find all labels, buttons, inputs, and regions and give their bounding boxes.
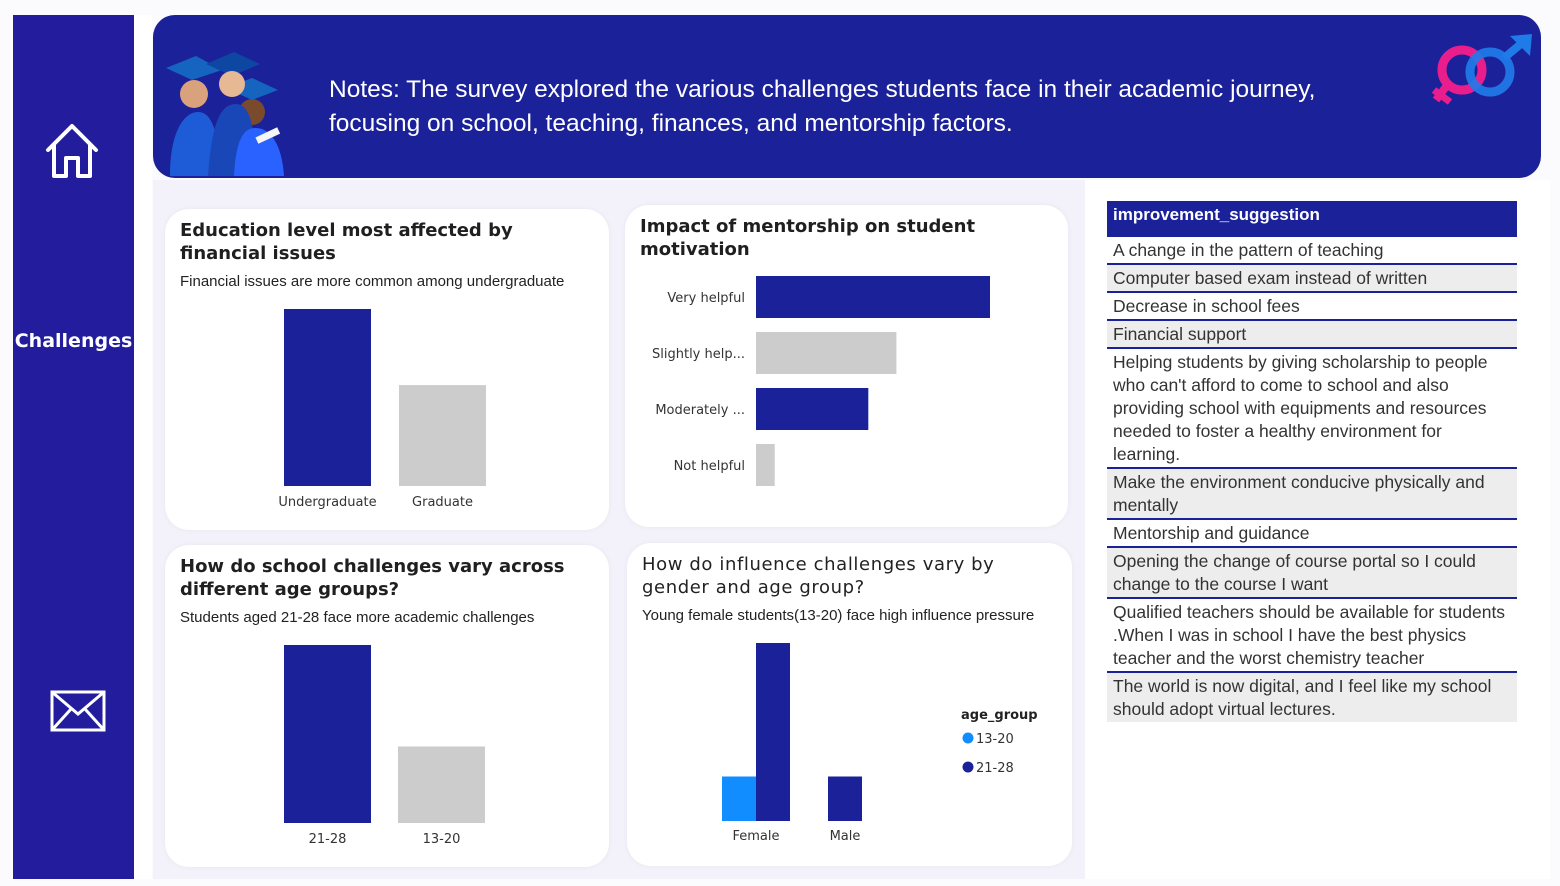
x-tick-label: Graduate xyxy=(412,495,473,510)
financial-card-title: Education level most affected by financi… xyxy=(180,220,513,264)
school-age-card-title: How do school challenges vary across dif… xyxy=(180,556,565,600)
y-tick-label: Very helpful xyxy=(667,291,745,306)
y-tick-label: Moderately ... xyxy=(655,403,745,418)
influence-card-subtitle: Young female students(13-20) face high i… xyxy=(642,607,1035,624)
influence-card: How do influence challenges vary by gend… xyxy=(627,543,1072,866)
gender-symbols-icon xyxy=(1432,34,1532,105)
mentorship-chart: Very helpful Slightly help... Moderately .… xyxy=(652,276,990,486)
graduates-image xyxy=(166,52,284,176)
x-tick-label: Undergraduate xyxy=(278,495,376,510)
sidebar-divider xyxy=(134,15,152,879)
table-row: Helping students by giving scholarship t… xyxy=(1107,349,1517,469)
school-age-chart: 21-28 13-20 xyxy=(284,645,485,847)
y-tick-label: Not helpful xyxy=(674,459,745,474)
financial-chart: Undergraduate Graduate xyxy=(278,309,486,510)
table-row: Qualified teachers should be available f… xyxy=(1107,599,1517,673)
nav-challenges[interactable]: Challenges xyxy=(14,330,133,352)
bar xyxy=(722,776,756,821)
bar xyxy=(284,309,371,486)
bar xyxy=(756,388,869,430)
financial-card: Education level most affected by financi… xyxy=(165,209,609,530)
table-row: Make the environment conducive physicall… xyxy=(1107,469,1517,520)
legend-marker xyxy=(962,761,974,773)
school-age-card-subtitle: Students aged 21-28 face more academic c… xyxy=(180,609,535,626)
x-tick-label: 21-28 xyxy=(309,832,347,847)
table-row: Mentorship and guidance xyxy=(1107,520,1517,548)
table-row: A change in the pattern of teaching xyxy=(1107,237,1517,265)
bar xyxy=(828,776,862,821)
improvement-table: improvement_suggestion A change in the p… xyxy=(1107,201,1517,722)
bar xyxy=(284,645,371,823)
bar xyxy=(756,444,775,486)
home-icon[interactable] xyxy=(44,122,100,180)
mentorship-card: Impact of mentorship on student motivati… xyxy=(625,205,1068,527)
legend-marker xyxy=(962,732,974,744)
legend-label: 13-20 xyxy=(976,732,1014,747)
bar xyxy=(756,276,990,318)
x-tick-label: Female xyxy=(732,829,779,844)
bar xyxy=(756,332,897,374)
financial-card-subtitle: Financial issues are more common among u… xyxy=(180,273,565,290)
table-header[interactable]: improvement_suggestion xyxy=(1107,201,1517,237)
envelope-icon[interactable] xyxy=(50,690,106,732)
table-row: Computer based exam instead of written xyxy=(1107,265,1517,293)
legend-title: age_group xyxy=(961,708,1038,723)
x-tick-label: Male xyxy=(830,829,861,844)
bar xyxy=(398,746,485,823)
mentorship-card-title: Impact of mentorship on student motivati… xyxy=(640,216,976,260)
header-notes: Notes: The survey explored the various c… xyxy=(329,76,1316,137)
table-row: Financial support xyxy=(1107,321,1517,349)
header-banner xyxy=(153,15,1541,178)
table-row: Opening the change of course portal so I… xyxy=(1107,548,1517,599)
right-panel xyxy=(1085,180,1550,879)
bar xyxy=(399,385,486,486)
legend-label: 21-28 xyxy=(976,761,1014,776)
x-tick-label: 13-20 xyxy=(423,832,461,847)
school-age-card: How do school challenges vary across dif… xyxy=(165,545,609,867)
y-tick-label: Slightly help... xyxy=(652,347,745,362)
table-row: Decrease in school fees xyxy=(1107,293,1517,321)
influence-chart: Female Male age_group 13-20 21-28 xyxy=(722,643,1038,844)
table-row: The world is now digital, and I feel lik… xyxy=(1107,673,1517,722)
bar xyxy=(756,643,790,821)
influence-card-title: How do influence challenges vary by gend… xyxy=(642,554,995,598)
